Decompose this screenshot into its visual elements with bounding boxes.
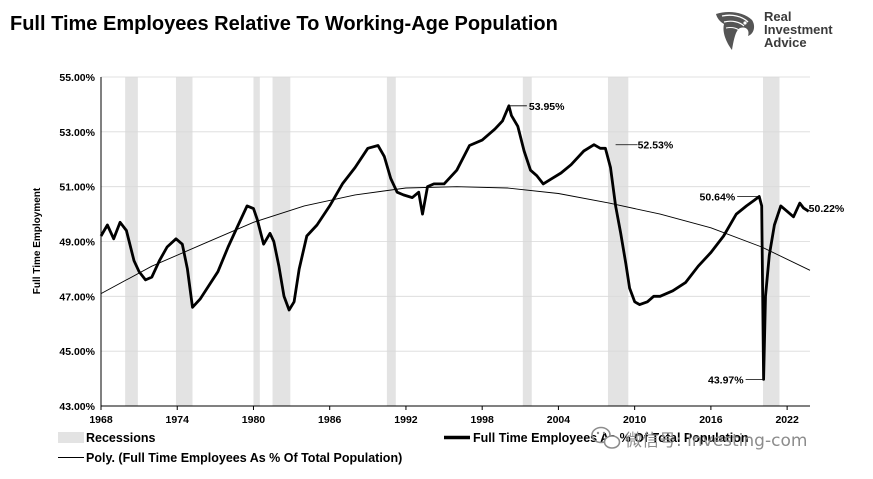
- x-tick-label: 1980: [242, 414, 266, 426]
- y-tick-label: 47.00%: [59, 291, 95, 303]
- series-line-full-time-employees: [99, 104, 810, 381]
- y-tick-label: 45.00%: [59, 346, 95, 358]
- series-line-poly-trend: [100, 186, 811, 294]
- data-label: 50.64%: [700, 192, 736, 204]
- y-tick-label: 53.00%: [59, 127, 95, 139]
- x-tick-label: 2004: [547, 414, 571, 426]
- y-tick-label: 49.00%: [59, 237, 95, 249]
- brand-logo: Real Investment Advice: [712, 8, 862, 56]
- y-tick-label: 51.00%: [59, 182, 95, 194]
- x-tick-label: 1974: [166, 414, 190, 426]
- data-label: 52.53%: [638, 140, 674, 152]
- y-tick-label: 43.00%: [59, 401, 95, 413]
- annotations: 53.95% 52.53% 50.64% 43.97% 50.22%: [508, 101, 845, 386]
- x-tick-label: 1986: [318, 414, 342, 426]
- grid-lines: [101, 76, 810, 352]
- wechat-icon: [591, 426, 621, 449]
- legend-label-trend: Poly. (Full Time Employees As % Of Total…: [86, 451, 402, 465]
- watermark-text: 微信号: investing-com: [625, 431, 807, 451]
- legend-swatch-recessions: [58, 432, 84, 443]
- data-label: 50.22%: [809, 203, 845, 215]
- y-tick-label: 55.00%: [59, 72, 95, 84]
- eagle-head-icon: [716, 12, 755, 50]
- logo-text: Real Investment Advice: [764, 10, 833, 49]
- x-tick-label: 1968: [89, 414, 113, 426]
- logo-line-2: Investment: [764, 22, 833, 37]
- logo-line-3: Advice: [764, 35, 807, 50]
- x-tick-label: 1992: [394, 414, 418, 426]
- data-label: 43.97%: [708, 374, 744, 386]
- axes: 43.00% 45.00% 47.00% 49.00% 51.00% 53.00% 55.0…: [59, 72, 810, 426]
- x-tick-label: 1998: [471, 414, 495, 426]
- x-tick-label: 2022: [775, 414, 799, 426]
- page-title: Full Time Employees Relative To Working-…: [10, 13, 558, 35]
- data-label: 53.95%: [529, 101, 565, 113]
- logo-line-1: Real: [764, 9, 792, 24]
- x-tick-label: 2016: [699, 414, 723, 426]
- y-axis-label: Full Time Employment: [32, 187, 43, 294]
- series: [99, 104, 811, 381]
- x-tick-label: 2010: [623, 414, 647, 426]
- legend: Recessions Full Time Employees As % Of T…: [58, 431, 749, 465]
- legend-label-recessions: Recessions: [86, 431, 156, 445]
- watermark: 微信号: investing-com: [591, 426, 807, 451]
